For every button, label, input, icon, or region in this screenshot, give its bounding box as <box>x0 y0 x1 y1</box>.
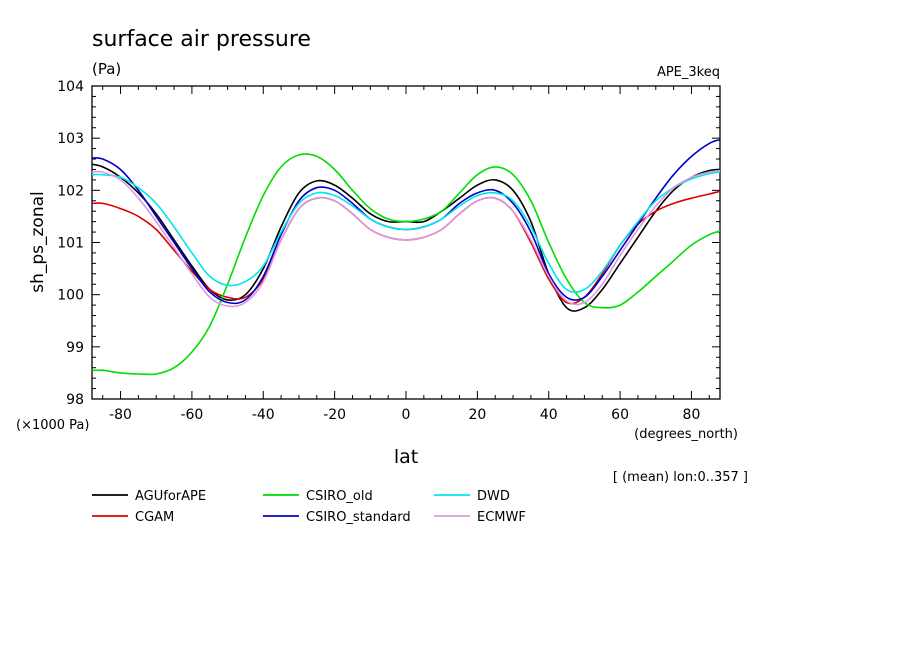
x-tick-label: -40 <box>252 407 275 423</box>
legend-label: AGUforAPE <box>135 489 206 504</box>
series-lines <box>91 138 721 376</box>
x-tick-label: 40 <box>540 407 558 423</box>
y-tick-label: 103 <box>57 131 84 147</box>
x-tick-label: -60 <box>180 407 203 423</box>
experiment-label: APE_3keq <box>657 65 720 80</box>
x-tick-label: 80 <box>683 407 701 423</box>
y-tick-label: 101 <box>57 236 84 252</box>
x-tick-label: -80 <box>109 407 132 423</box>
y-tick-labels: 98 99 100 101 102 103 104 <box>57 79 84 408</box>
legend-label: DWD <box>477 489 510 504</box>
x-axis-units: (degrees_north) <box>634 427 738 442</box>
y-tick-label: 102 <box>57 183 84 199</box>
series-line-ecmwf <box>91 169 721 308</box>
x-tick-labels: -80 -60 -40 -20 0 20 40 60 80 <box>109 407 700 423</box>
series-line-dwd <box>91 171 721 294</box>
chart-units: (Pa) <box>92 60 121 78</box>
x-tick-label: 20 <box>468 407 486 423</box>
legend-label: CSIRO_old <box>306 489 373 504</box>
y-axis-label: sh_ps_zonal <box>28 191 48 293</box>
y-tick-label: 104 <box>57 79 84 95</box>
averaging-note: [ (mean) lon:0..357 ] <box>613 470 748 485</box>
x-axis-label: lat <box>394 446 418 468</box>
x-tick-label: 0 <box>402 407 411 423</box>
x-tick-label: -20 <box>323 407 346 423</box>
chart-title: surface air pressure <box>92 27 311 52</box>
y-tick-label: 100 <box>57 288 84 304</box>
legend: AGUforAPE CGAM CSIRO_old CSIRO_standard DWD E… <box>92 489 526 525</box>
axis-ticks <box>92 85 720 400</box>
y-tick-label: 99 <box>66 340 84 356</box>
legend-label: CGAM <box>135 510 174 525</box>
legend-label: ECMWF <box>477 510 526 525</box>
legend-label: CSIRO_standard <box>306 510 411 525</box>
y-tick-label: 98 <box>66 392 84 408</box>
series-line-csiro-old <box>91 153 721 376</box>
x-tick-label: 60 <box>611 407 629 423</box>
y-axis-units: (×1000 Pa) <box>16 418 89 433</box>
